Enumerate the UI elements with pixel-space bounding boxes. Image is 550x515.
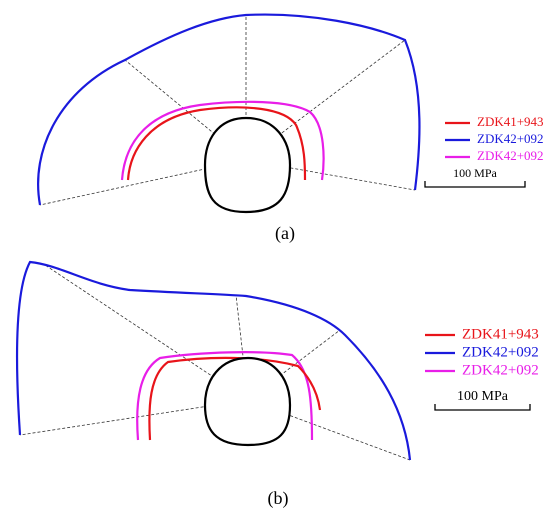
stress-curve (136, 351, 314, 441)
stress-curve (120, 100, 325, 181)
legend-label: ZDK41+943 (477, 114, 544, 129)
scale-label: 100 MPa (453, 166, 497, 180)
panel-b (15, 260, 412, 461)
panel-label: (a) (275, 223, 295, 244)
stress-curve (37, 13, 421, 206)
spoke (19, 264, 411, 461)
legend-label: ZDK42+092 (477, 131, 544, 146)
legend-label: ZDK42+092 (477, 148, 544, 163)
legend-label: ZDK42+092 (462, 344, 539, 360)
legend-label: ZDK42+092 (462, 362, 539, 378)
tunnel-outline (203, 116, 292, 214)
scale-label: 100 MPa (457, 389, 509, 404)
panel-a (37, 13, 421, 214)
panel-label: (b) (268, 488, 289, 509)
stress-curve (15, 260, 412, 461)
tunnel-outline (203, 356, 292, 447)
scale-bar (434, 404, 531, 411)
stress-curve (126, 106, 307, 181)
legend-label: ZDK41+943 (462, 326, 539, 342)
scale-bar (424, 181, 526, 188)
stress-curve (148, 356, 322, 441)
spoke (39, 15, 416, 206)
